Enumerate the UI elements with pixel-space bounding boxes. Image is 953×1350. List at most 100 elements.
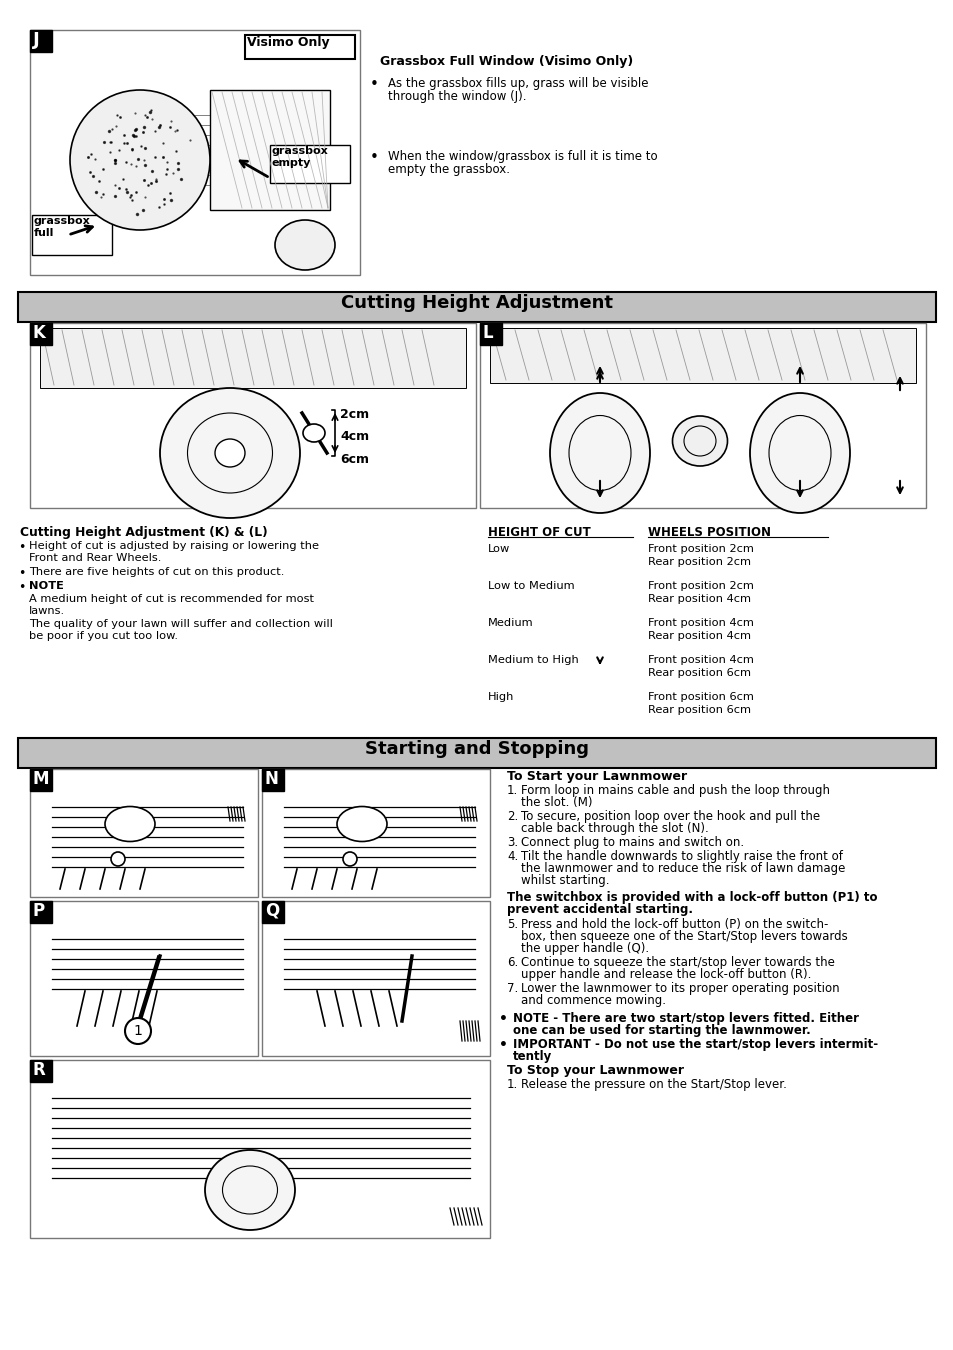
Bar (270, 144, 350, 184)
Text: Front position 4cm: Front position 4cm (647, 655, 753, 666)
Text: WHEELS POSITION: WHEELS POSITION (647, 526, 770, 539)
Ellipse shape (303, 424, 325, 441)
Text: 1.: 1. (506, 1079, 517, 1091)
Text: Front and Rear Wheels.: Front and Rear Wheels. (29, 554, 161, 563)
Ellipse shape (70, 90, 210, 230)
Text: 2.: 2. (506, 810, 517, 824)
Bar (262, 900, 284, 923)
Ellipse shape (205, 1150, 294, 1230)
Text: Front position 2cm: Front position 2cm (647, 580, 753, 591)
Text: Height of cut is adjusted by raising or lowering the: Height of cut is adjusted by raising or … (29, 541, 318, 551)
Bar (30, 1060, 490, 1238)
Text: prevent accidental starting.: prevent accidental starting. (506, 903, 692, 917)
Text: box, then squeeze one of the Start/Stop levers towards: box, then squeeze one of the Start/Stop … (520, 930, 847, 944)
Text: Connect plug to mains and switch on.: Connect plug to mains and switch on. (520, 836, 743, 849)
Bar (18, 738, 935, 768)
Text: NOTE - There are two start/stop levers fitted. Either: NOTE - There are two start/stop levers f… (513, 1012, 858, 1025)
Text: Rear position 6cm: Rear position 6cm (647, 668, 750, 678)
Text: •: • (370, 150, 378, 165)
Bar (479, 323, 501, 346)
Text: Form loop in mains cable and push the loop through: Form loop in mains cable and push the lo… (520, 784, 829, 796)
Ellipse shape (274, 220, 335, 270)
Text: N: N (265, 769, 278, 788)
Text: •: • (370, 77, 378, 92)
Text: 7.: 7. (506, 981, 517, 995)
Text: •: • (18, 541, 26, 554)
Text: be poor if you cut too low.: be poor if you cut too low. (29, 630, 178, 641)
Text: The switchbox is provided with a lock-off button (P1) to: The switchbox is provided with a lock-of… (506, 891, 877, 904)
Text: 6cm: 6cm (339, 454, 369, 466)
Text: and commence mowing.: and commence mowing. (520, 994, 665, 1007)
Ellipse shape (550, 393, 649, 513)
Bar (262, 900, 490, 1056)
Text: through the window (J).: through the window (J). (388, 90, 526, 103)
Text: Rear position 6cm: Rear position 6cm (647, 705, 750, 716)
Text: 4.: 4. (506, 850, 517, 863)
Bar (30, 323, 52, 346)
Text: Cutting Height Adjustment: Cutting Height Adjustment (340, 294, 613, 312)
Ellipse shape (749, 393, 849, 513)
Text: HEIGHT OF CUT: HEIGHT OF CUT (488, 526, 590, 539)
Ellipse shape (111, 852, 125, 865)
Text: •: • (498, 1012, 507, 1026)
Text: J: J (33, 31, 40, 49)
Text: the lawnmower and to reduce the risk of lawn damage: the lawnmower and to reduce the risk of … (520, 863, 844, 875)
Text: lawns.: lawns. (29, 606, 65, 616)
Bar (490, 328, 915, 383)
Text: Low to Medium: Low to Medium (488, 580, 574, 591)
Text: 1: 1 (133, 1025, 142, 1038)
Text: Continue to squeeze the start/stop lever towards the: Continue to squeeze the start/stop lever… (520, 956, 834, 969)
Text: To Stop your Lawnmower: To Stop your Lawnmower (506, 1064, 683, 1077)
Text: whilst starting.: whilst starting. (520, 873, 609, 887)
Text: grassbox: grassbox (272, 146, 329, 157)
Bar (30, 30, 359, 275)
Text: 1.: 1. (506, 784, 517, 796)
Ellipse shape (343, 852, 356, 865)
Text: As the grassbox fills up, grass will be visible: As the grassbox fills up, grass will be … (388, 77, 648, 90)
Text: Q: Q (265, 902, 279, 919)
Text: R: R (33, 1061, 46, 1079)
Bar (30, 769, 257, 896)
Text: •: • (498, 1038, 507, 1052)
Text: When the window/grassbox is full it is time to: When the window/grassbox is full it is t… (388, 150, 657, 163)
Bar (479, 323, 925, 508)
Text: one can be used for starting the lawnmower.: one can be used for starting the lawnmow… (513, 1025, 810, 1037)
Text: High: High (488, 693, 514, 702)
Text: Lower the lawnmower to its proper operating position: Lower the lawnmower to its proper operat… (520, 981, 839, 995)
Text: Tilt the handle downwards to slightly raise the front of: Tilt the handle downwards to slightly ra… (520, 850, 842, 863)
Text: Visimo Only: Visimo Only (247, 36, 330, 49)
Text: Release the pressure on the Start/Stop lever.: Release the pressure on the Start/Stop l… (520, 1079, 786, 1091)
Text: upper handle and release the lock-off button (R).: upper handle and release the lock-off bu… (520, 968, 810, 981)
Bar (32, 215, 112, 255)
Ellipse shape (125, 1018, 151, 1044)
Text: The quality of your lawn will suffer and collection will: The quality of your lawn will suffer and… (29, 620, 333, 629)
Text: Cutting Height Adjustment (K) & (L): Cutting Height Adjustment (K) & (L) (20, 526, 268, 539)
Text: IMPORTANT - Do not use the start/stop levers intermit-: IMPORTANT - Do not use the start/stop le… (513, 1038, 877, 1052)
Ellipse shape (214, 439, 245, 467)
Bar (262, 769, 490, 896)
Bar (30, 900, 257, 1056)
Text: full: full (34, 228, 54, 238)
Text: M: M (33, 769, 50, 788)
Text: K: K (33, 324, 46, 342)
Text: 2cm: 2cm (339, 408, 369, 421)
Ellipse shape (336, 806, 387, 841)
Text: There are five heights of cut on this product.: There are five heights of cut on this pr… (29, 567, 284, 576)
Text: Rear position 2cm: Rear position 2cm (647, 558, 750, 567)
Text: Press and hold the lock-off button (P) on the switch-: Press and hold the lock-off button (P) o… (520, 918, 827, 932)
Text: tently: tently (513, 1050, 552, 1062)
Text: the upper handle (Q).: the upper handle (Q). (520, 942, 648, 954)
Bar (18, 292, 935, 323)
Text: Low: Low (488, 544, 510, 554)
Bar (40, 328, 465, 387)
Bar (30, 769, 52, 791)
Ellipse shape (672, 416, 727, 466)
Text: Rear position 4cm: Rear position 4cm (647, 594, 750, 603)
Bar (30, 1060, 52, 1081)
Text: 4cm: 4cm (339, 431, 369, 443)
Text: Starting and Stopping: Starting and Stopping (365, 740, 588, 757)
Bar (30, 323, 476, 508)
Text: Medium to High: Medium to High (488, 655, 578, 666)
Text: Front position 2cm: Front position 2cm (647, 544, 753, 554)
Ellipse shape (160, 387, 299, 518)
